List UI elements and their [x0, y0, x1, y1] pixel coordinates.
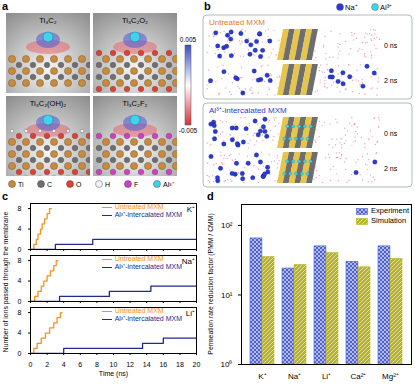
svg-text:Na⁺: Na⁺: [288, 372, 301, 381]
svg-text:2 ns: 2 ns: [384, 77, 398, 84]
svg-text:Ti₃C₂(OH)₂: Ti₃C₂(OH)₂: [30, 99, 67, 108]
svg-text:H: H: [105, 181, 110, 188]
svg-text:10¹: 10¹: [221, 291, 233, 300]
svg-text:C: C: [47, 181, 52, 188]
svg-text:Li⁺: Li⁺: [322, 372, 331, 381]
svg-text:20: 20: [193, 361, 201, 368]
svg-text:4: 4: [18, 277, 22, 284]
html-text:Al³⁺-intercalated MXM: Al³⁺-intercalated MXM: [114, 263, 182, 270]
html-text:Untreated MXM: Untreated MXM: [114, 203, 164, 210]
svg-text:Ti₃C₂: Ti₃C₂: [39, 16, 56, 25]
svg-text:F: F: [134, 181, 138, 188]
html-text:Experiment: Experiment: [371, 206, 409, 215]
svg-text:0 ns: 0 ns: [384, 130, 398, 137]
svg-text:4: 4: [62, 361, 66, 368]
svg-text:Time (ns): Time (ns): [99, 370, 128, 378]
svg-text:0: 0: [18, 246, 22, 253]
svg-text:Ti: Ti: [18, 181, 24, 188]
svg-text:Untreated MXM: Untreated MXM: [209, 18, 265, 27]
svg-text:0: 0: [18, 350, 22, 357]
svg-text:8: 8: [95, 361, 99, 368]
html-text:d: d: [207, 190, 214, 202]
svg-text:Al³⁺-intercalated MXM: Al³⁺-intercalated MXM: [209, 106, 287, 115]
svg-text:0: 0: [18, 298, 22, 305]
html-text:Simulation: Simulation: [371, 216, 407, 225]
html-text:K⁺: K⁺: [186, 205, 195, 214]
svg-text:0 ns: 0 ns: [384, 42, 398, 49]
svg-text:O: O: [76, 181, 82, 188]
svg-text:Ti₃C₂F₂: Ti₃C₂F₂: [123, 99, 148, 108]
svg-text:Al³⁺: Al³⁺: [380, 3, 392, 12]
svg-text:Na⁺: Na⁺: [345, 3, 358, 12]
html-text:Untreated MXM: Untreated MXM: [114, 255, 164, 262]
svg-text:-0.005: -0.005: [179, 127, 198, 134]
html-text:Al³⁺-intercalated MXM: Al³⁺-intercalated MXM: [114, 315, 182, 322]
svg-text:K⁺: K⁺: [258, 372, 266, 381]
svg-text:a: a: [2, 0, 9, 12]
svg-text:10: 10: [110, 361, 118, 368]
svg-text:4: 4: [18, 329, 22, 336]
svg-text:8: 8: [18, 309, 22, 316]
svg-text:Number of ions passed through: Number of ions passed through the membra…: [2, 212, 10, 353]
svg-text:Al³⁺: Al³⁺: [163, 181, 175, 188]
html-text:c: c: [2, 190, 9, 202]
svg-text:0.005: 0.005: [180, 36, 197, 43]
svg-text:b: b: [204, 0, 211, 12]
svg-text:10⁰: 10⁰: [221, 360, 233, 369]
html-text:Li⁺: Li⁺: [185, 309, 195, 318]
svg-text:4: 4: [18, 225, 22, 232]
svg-text:2 ns: 2 ns: [384, 165, 398, 172]
svg-text:10²: 10²: [221, 221, 233, 230]
html-text:Al³⁺-intercalated MXM: Al³⁺-intercalated MXM: [114, 211, 182, 218]
svg-text:6: 6: [78, 361, 82, 368]
svg-text:14: 14: [143, 361, 151, 368]
html-text:Untreated MXM: Untreated MXM: [114, 307, 164, 314]
html-text:Na⁺: Na⁺: [181, 257, 195, 266]
svg-text:Ti₃C₂O₂: Ti₃C₂O₂: [122, 16, 148, 25]
svg-text:12: 12: [126, 361, 134, 368]
svg-text:18: 18: [176, 361, 184, 368]
svg-text:Mg²⁺: Mg²⁺: [382, 372, 399, 381]
svg-text:Permeation rate reduction fact: Permeation rate reduction factor (PMM / …: [207, 213, 215, 354]
svg-text:16: 16: [159, 361, 167, 368]
svg-text:8: 8: [18, 205, 22, 212]
svg-text:0: 0: [29, 361, 33, 368]
svg-text:8: 8: [18, 257, 22, 264]
svg-text:Ca²⁺: Ca²⁺: [351, 372, 367, 381]
svg-text:2: 2: [45, 361, 49, 368]
